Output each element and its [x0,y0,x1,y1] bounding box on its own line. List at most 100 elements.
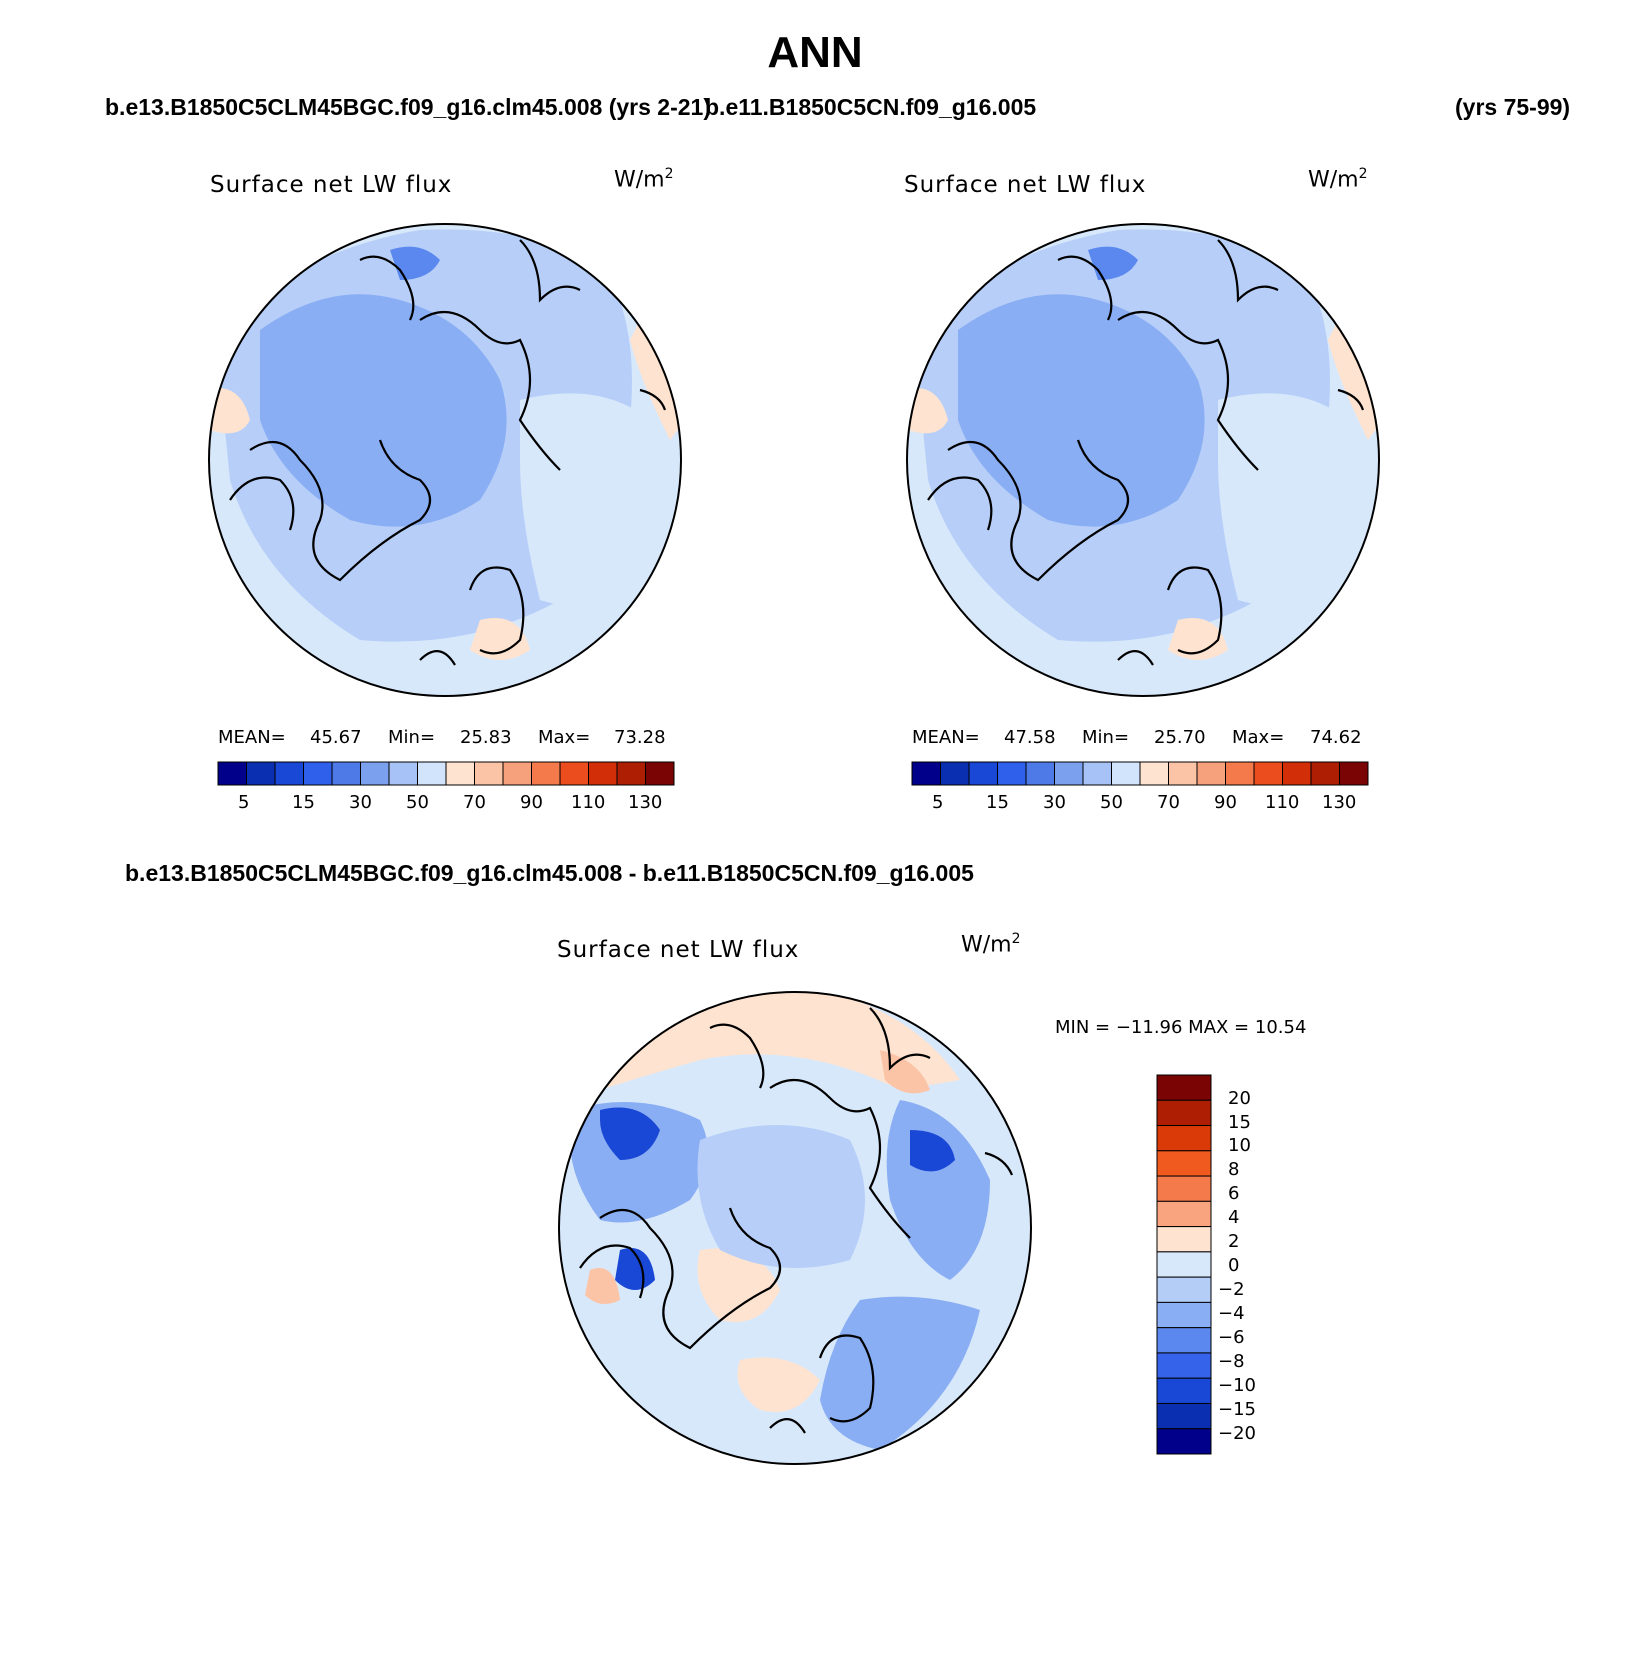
positive-anomaly-patch [880,1050,930,1094]
cb2-tick-label: 70 [1157,792,1180,813]
cb2-swatch [1054,761,1084,786]
panel-1-max-value: 73.28 [614,727,666,748]
slight-negative-arctic [697,1125,865,1268]
positive-anomaly-south [737,1357,820,1412]
cbd-tick-label: 4 [1228,1207,1240,1228]
cb2-swatch [1339,761,1369,786]
cb1-swatch [502,761,532,786]
cbd-tick-label: −8 [1218,1351,1245,1372]
arctic-ocean-blue [380,373,487,482]
peach-patch-east [630,320,681,440]
panel-2-mean-value: 47.58 [1004,727,1056,748]
cbd-swatch [1156,1150,1212,1177]
cb1-swatch [588,761,618,786]
panel-2-min-label: Min= [1082,727,1130,748]
cbd-swatch [1156,1175,1212,1202]
panel-1-min-value: 25.83 [460,727,512,748]
cbd-swatch [1156,1099,1212,1127]
coastline [927,476,993,531]
cb1-tick-label: 5 [238,792,250,813]
cb1-swatch [246,761,276,786]
cbd-tick-label: 20 [1228,1088,1251,1109]
cb2-tick-label: 50 [1100,792,1123,813]
panel-2-map [906,223,1380,697]
coastline [1217,239,1279,303]
coastline [1166,566,1223,655]
map-boundary-circle [208,223,682,697]
coastline [468,566,525,655]
panel-2-variable-title: Surface net LW flux [904,172,1147,198]
cbd-tick-label: 10 [1228,1135,1251,1156]
positive-anomaly-center [697,1248,780,1322]
panel-1-mean-value: 45.67 [310,727,362,748]
cbd-tick-label: −4 [1218,1303,1245,1324]
peach-patch-south [1168,618,1228,660]
cb2-tick-label: 15 [986,792,1009,813]
coastline [229,476,295,531]
cb2-swatch [1310,761,1340,786]
cb1-swatch [360,761,390,786]
panel-1-map [208,223,682,697]
cb1-swatch [417,761,447,786]
positive-anomaly-patch [585,1268,620,1304]
light-region-east [520,393,650,605]
cb2-swatch [968,761,998,786]
cb2-swatch [1082,761,1112,786]
panel-1-variable-title: Surface net LW flux [210,172,453,198]
cbd-tick-label: 2 [1228,1231,1240,1252]
cbd-swatch [1156,1200,1212,1228]
cb1-swatch [531,761,561,786]
negative-anomaly-southeast [820,1296,980,1450]
difference-colorbar [1156,1074,1212,1455]
coastline [599,1207,782,1350]
peach-patch-east [1328,320,1379,440]
page-title: ANN [767,28,863,77]
cbd-tick-label: −6 [1218,1327,1245,1348]
cb2-swatch [997,761,1027,786]
coastline [419,310,561,471]
deep-blue-patch [1088,246,1138,280]
cb1-swatch [303,761,333,786]
cbd-swatch [1156,1226,1212,1253]
cb1-tick-label: 15 [292,792,315,813]
cb1-swatch [445,761,475,786]
cb2-swatch [1253,761,1283,786]
cbd-swatch [1156,1125,1212,1152]
case-b-title: b.e11.B1850C5CN.f09_g16.005 [705,94,1037,120]
coastline [1057,255,1113,321]
cb2-swatch [1282,761,1312,786]
cb2-tick-label: 90 [1214,792,1237,813]
cb2-tick-label: 110 [1265,792,1300,813]
cbd-swatch [1156,1377,1212,1404]
cbd-swatch [1156,1251,1212,1278]
coastline [249,439,432,582]
cb1-tick-label: 130 [628,792,663,813]
cb1-tick-label: 30 [349,792,372,813]
cb2-swatch [940,761,970,786]
coastline [519,239,581,303]
peach-patch-south [470,618,530,660]
cb1-swatch [474,761,504,786]
difference-title: b.e13.B1850C5CLM45BGC.f09_g16.clm45.008 … [125,860,974,886]
diff-units: W/m2 [961,931,1021,958]
coastline [769,1418,806,1434]
cbd-swatch [1156,1301,1212,1329]
panel-1-max-label: Max= [538,727,591,748]
strong-negative-anomaly [600,1107,660,1160]
cbd-tick-label: 6 [1228,1183,1240,1204]
cb2-swatch [1225,761,1255,786]
cb2-swatch [1168,761,1198,786]
coastline [579,1244,645,1299]
panel-2-mean-label: MEAN= [912,727,980,748]
cbd-tick-label: 0 [1228,1255,1240,1276]
panel-2-colorbar [911,761,1369,786]
panel-1-units: W/m2 [614,166,674,193]
coastline [1117,310,1259,471]
coastline [1117,650,1154,666]
cb1-swatch [388,761,418,786]
panel-2-units: W/m2 [1308,166,1368,193]
cb1-tick-label: 110 [571,792,606,813]
coastline [984,1151,1014,1176]
cbd-tick-label: −15 [1218,1399,1256,1420]
cb2-swatch [911,761,941,786]
